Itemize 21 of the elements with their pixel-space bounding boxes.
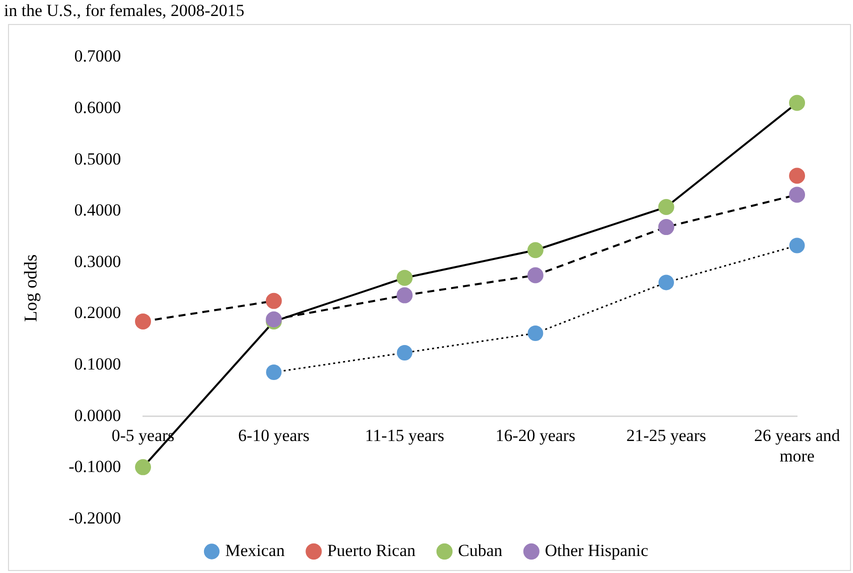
y-tick-label: 0.6000 bbox=[74, 98, 122, 117]
x-tick-label: 16-20 years bbox=[496, 426, 576, 446]
legend-label: Mexican bbox=[225, 540, 286, 560]
y-tick-label: 0.3000 bbox=[74, 252, 122, 271]
legend-label: Cuban bbox=[458, 540, 503, 560]
x-tick-label: 21-25 years bbox=[626, 426, 706, 446]
x-tick-label: 11-15 years bbox=[365, 426, 444, 446]
y-tick-label: -0.2000 bbox=[68, 508, 122, 528]
y-tick-label: 0.1000 bbox=[74, 354, 122, 374]
x-tick-label: 6-10 years bbox=[238, 426, 310, 446]
y-tick-label: 0.2000 bbox=[74, 303, 122, 322]
y-tick-label: 0.7000 bbox=[74, 46, 122, 66]
y-tick-label: 0.5000 bbox=[74, 149, 122, 168]
y-tick-label: 0.4000 bbox=[74, 200, 122, 220]
legend-label: Puerto Rican bbox=[327, 540, 416, 560]
x-tick-label: 26 years and more bbox=[754, 426, 840, 466]
y-tick-label: 0.0000 bbox=[74, 406, 122, 425]
legend-label: Other Hispanic bbox=[544, 540, 649, 560]
chart-title: in the U.S., for females, 2008-2015 bbox=[3, 0, 246, 22]
y-axis-title: Log odds bbox=[20, 254, 41, 322]
y-tick-label: -0.1000 bbox=[68, 457, 122, 476]
